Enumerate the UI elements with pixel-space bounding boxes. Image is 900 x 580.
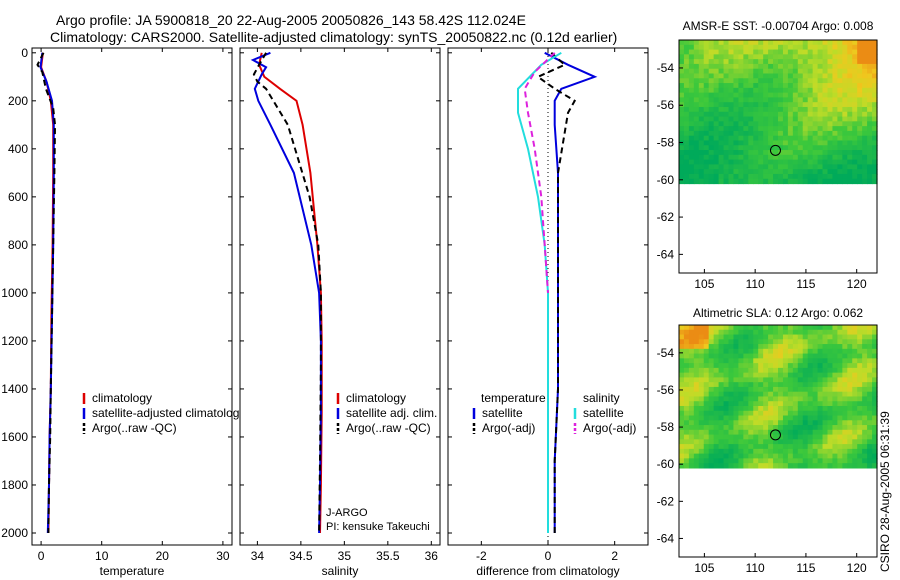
sla-map: Altimetric SLA: 0.12 Argo: 0.062 105 110 11…	[657, 306, 878, 575]
sla-lat-tick-label: -56	[657, 383, 675, 397]
salinity-legend-label: Argo(..raw -QC)	[346, 421, 431, 435]
temperature-axes-box	[31, 47, 233, 546]
depth-tick-label: 1000	[1, 286, 28, 300]
temperature-series-line	[36, 52, 57, 534]
difference-series-line	[523, 52, 556, 293]
salinity-xlabel: salinity	[322, 564, 359, 578]
sst-lon-tick-label: 115	[796, 277, 815, 291]
diff-sal-sat-legend-label: satellite	[583, 406, 624, 420]
difference-xlabel: difference from climatology	[476, 564, 619, 578]
sla-lon-tick-label: 115	[796, 561, 815, 575]
temperature-xlabel: temperature	[100, 564, 165, 578]
temperature-legend-label: Argo(..raw -QC)	[92, 421, 177, 435]
salinity-panel: 34 34.5 35 35.5 36 salinity climatologysatelli…	[239, 47, 441, 578]
depth-tick-label: 1600	[1, 430, 28, 444]
temperature-panel: 0 10 20 30 0 200 400 600 800 1000 1200 1400 1600 1800…	[1, 46, 245, 578]
temperature-xtick-label: 10	[95, 549, 109, 563]
diff-legend-temperature-heading: temperature	[481, 391, 546, 405]
difference-xtick-label: -2	[476, 549, 487, 563]
salinity-xtick-label: 34	[251, 549, 265, 563]
temperature-xtick-label: 0	[38, 549, 45, 563]
sst-lat-tick-label: -54	[657, 61, 675, 75]
difference-series-line	[536, 52, 577, 533]
depth-tick-label: 600	[8, 190, 28, 204]
sla-lat-tick-label: -64	[657, 531, 675, 545]
diff-sal-argo-legend-label: Argo(-adj)	[583, 421, 636, 435]
sla-lat-tick-label: -62	[657, 494, 675, 508]
sst-argo-position-marker	[769, 144, 781, 156]
temperature-xtick-label: 20	[156, 549, 170, 563]
depth-tick-label: 1400	[1, 382, 28, 396]
sla-lat-tick-label: -58	[657, 420, 675, 434]
salinity-series-line	[252, 52, 322, 534]
sst-lat-tick-label: -58	[657, 136, 675, 150]
sla-argo-position-marker	[769, 429, 781, 441]
float-annotation: PI: kensuke Takeuchi	[326, 521, 430, 533]
depth-tick-label: 1800	[1, 478, 28, 492]
temperature-legend-label: climatology	[92, 391, 152, 405]
depth-tick-label: 800	[8, 238, 28, 252]
sst-lat-tick-label: -64	[657, 247, 675, 261]
sst-map-frame	[678, 39, 878, 274]
sst-lon-tick-label: 105	[694, 277, 714, 291]
sla-field	[679, 325, 878, 469]
diff-legend-salinity-heading: salinity	[583, 391, 620, 405]
figure-title-line2: Climatology: CARS2000. Satellite-adjuste…	[50, 29, 617, 45]
depth-tick-label: 0	[21, 46, 28, 60]
sla-lat-tick-label: -60	[657, 457, 675, 471]
sst-lat-tick-label: -56	[657, 98, 675, 112]
sst-lat-tick-label: -62	[657, 210, 675, 224]
sla-lon-tick-label: 120	[847, 561, 867, 575]
depth-tick-label: 200	[8, 94, 28, 108]
depth-tick-label: 400	[8, 142, 28, 156]
sst-field	[679, 40, 878, 185]
salinity-series-line	[250, 51, 322, 534]
salinity-legend-label: climatology	[346, 391, 406, 405]
depth-tick-label: 2000	[1, 526, 28, 540]
temperature-axes-frame	[31, 47, 233, 546]
difference-xtick-label: 2	[611, 549, 618, 563]
sla-map-frame	[678, 324, 878, 558]
depth-tick-label: 1200	[1, 334, 28, 348]
salinity-legend-label: satellite adj. clim.	[346, 406, 437, 420]
difference-series-line	[517, 51, 562, 533]
salinity-axes-frame	[239, 47, 441, 546]
diff-temp-sat-legend-label: satellite	[482, 406, 523, 420]
temperature-xtick-label: 30	[216, 549, 230, 563]
salinity-xtick-label: 35	[338, 549, 352, 563]
temperature-legend-label: satellite-adjusted climatology	[92, 406, 245, 420]
difference-xtick-label: 0	[545, 549, 552, 563]
salinity-xtick-label: 36	[425, 549, 439, 563]
diff-temp-argo-legend-label: Argo(-adj)	[482, 421, 535, 435]
sst-map-title: AMSR-E SST: -0.00704 Argo: 0.008	[683, 19, 874, 33]
sla-map-title: Altimetric SLA: 0.12 Argo: 0.062	[693, 306, 863, 320]
sst-lat-tick-label: -60	[657, 173, 675, 187]
difference-axes-frame	[447, 47, 649, 546]
salinity-xtick-label: 34.5	[289, 549, 313, 563]
sla-lat-tick-label: -54	[657, 346, 675, 360]
figure-title-line1: Argo profile: JA 5900818_20 22-Aug-2005 …	[56, 12, 526, 28]
footer-timestamp: CSIRO 28-Aug-2005 06:31:39	[878, 411, 892, 572]
sst-lon-tick-label: 110	[746, 277, 765, 291]
salinity-xtick-label: 35.5	[376, 549, 400, 563]
sla-lon-tick-label: 105	[694, 561, 714, 575]
float-annotation: J-ARGO	[326, 507, 368, 519]
sst-map: AMSR-E SST: -0.00704 Argo: 0.008 105 110 11…	[657, 19, 878, 291]
sst-lon-tick-label: 120	[847, 277, 867, 291]
sla-lon-tick-label: 110	[746, 561, 765, 575]
